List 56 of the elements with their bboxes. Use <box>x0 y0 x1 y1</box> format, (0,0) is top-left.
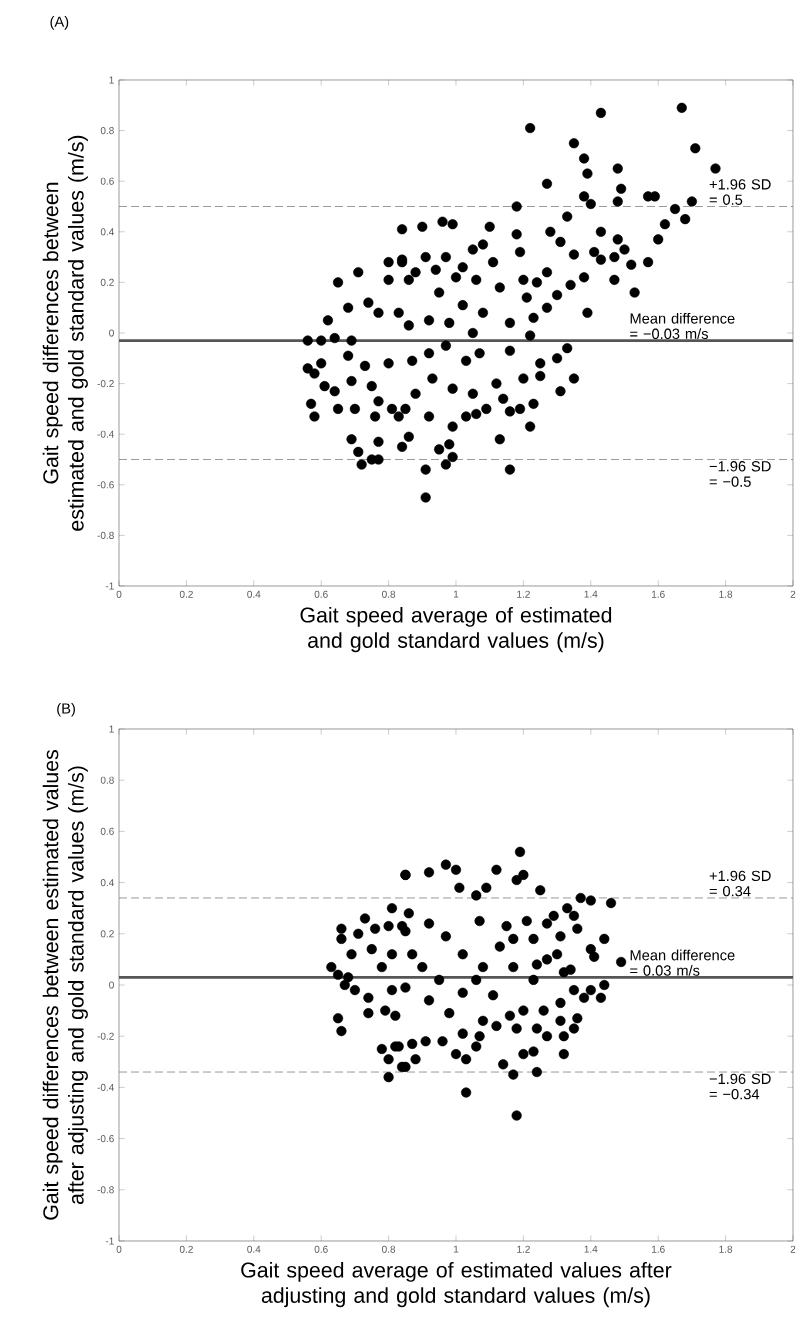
y-tick-label: 0.4 <box>100 228 114 236</box>
x-tick-label: 2 <box>790 590 796 598</box>
x-tick-label: 0.4 <box>247 590 261 598</box>
y-axis-title: Gait speed differences between estimated values after adjusting and gold standard values (m/s) <box>42 750 88 1220</box>
x-tick-label: 1 <box>453 590 459 598</box>
x-tick-label: 0.8 <box>382 1245 396 1253</box>
y-tick-label: 0.4 <box>100 879 114 887</box>
y-tick-label: 0 <box>109 329 114 337</box>
ref-line-label: −1.96 SD = −0.5 <box>709 461 771 487</box>
x-tick-label: 1.4 <box>584 590 598 598</box>
ref-line-label: Mean difference = 0.03 m/s <box>630 949 735 976</box>
y-tick-label: 1 <box>109 725 114 733</box>
x-tick-label: 1.8 <box>719 590 733 598</box>
ref-line-label: −1.96 SD = −0.34 <box>709 1073 771 1100</box>
x-axis-title: Gait speed average of estimated and gold standard values (m/s) <box>300 606 612 653</box>
x-tick-label: 0.8 <box>382 590 396 598</box>
y-tick-label: -0.2 <box>97 1032 114 1040</box>
x-tick-label: 1.6 <box>652 1245 665 1253</box>
y-tick-label: 1 <box>109 76 114 84</box>
x-tick-label: 1.4 <box>584 1245 598 1253</box>
x-tick-label: 2 <box>790 1245 796 1253</box>
y-tick-label: 0 <box>109 981 114 989</box>
y-tick-label: -1 <box>105 1237 114 1245</box>
y-tick-label: -0.6 <box>97 1135 114 1143</box>
x-tick-label: 1.8 <box>719 1245 733 1253</box>
x-tick-label: 0 <box>116 590 122 598</box>
y-tick-label: 0.2 <box>100 278 114 286</box>
ref-line-label: +1.96 SD = 0.34 <box>709 870 771 897</box>
x-tick-label: 0.6 <box>314 1245 328 1253</box>
y-tick-label: 0.8 <box>100 127 114 135</box>
text: (B) <box>57 702 75 717</box>
x-tick-label: 1.6 <box>652 590 665 598</box>
x-tick-label: 1 <box>453 1245 459 1253</box>
ref-line-label: +1.96 SD = 0.5 <box>709 179 771 205</box>
ref-line-label: Mean difference = −0.03 m/s <box>630 312 735 339</box>
y-tick-label: -0.6 <box>97 481 114 489</box>
y-tick-label: 0.8 <box>100 776 114 784</box>
y-tick-label: -0.8 <box>97 1186 114 1194</box>
y-axis-title: Gait speed differences between estimated and gold standard values (m/s) <box>42 135 88 531</box>
y-tick-label: 0.2 <box>100 930 114 938</box>
y-tick-label: 0.6 <box>100 827 114 835</box>
y-tick-label: 0.6 <box>100 177 114 185</box>
y-tick-label: -0.8 <box>97 531 114 539</box>
x-tick-label: 0.2 <box>179 1245 193 1253</box>
y-tick-label: -1 <box>105 582 114 590</box>
y-tick-label: -0.4 <box>97 1083 114 1091</box>
x-tick-label: 0.6 <box>314 590 328 598</box>
text: (A) <box>50 16 69 30</box>
x-tick-label: 0.2 <box>179 590 193 598</box>
x-tick-label: 1.2 <box>517 590 530 598</box>
x-tick-label: 0.4 <box>247 1245 261 1253</box>
x-tick-label: 0 <box>116 1245 122 1253</box>
x-axis-title: Gait speed average of estimated values after adjusting and gold standard values (m/s) <box>241 1261 672 1308</box>
y-tick-label: -0.4 <box>97 430 114 438</box>
y-tick-label: -0.2 <box>97 380 114 388</box>
x-tick-label: 1.2 <box>517 1245 530 1253</box>
